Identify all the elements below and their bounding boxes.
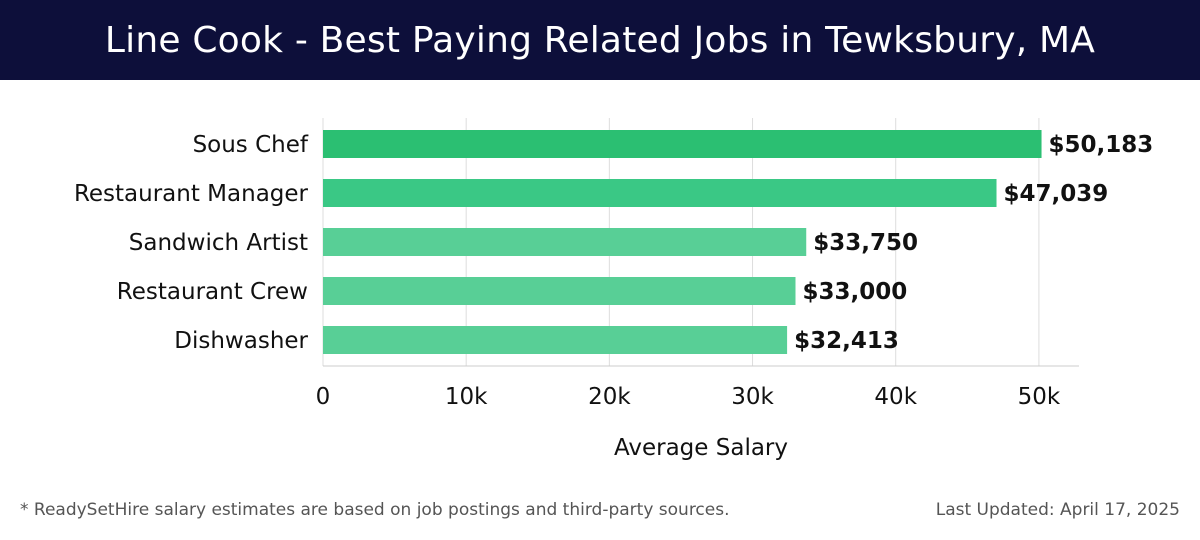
category-label: Sous Chef xyxy=(193,132,309,158)
bar xyxy=(323,277,796,305)
chart-title: Line Cook - Best Paying Related Jobs in … xyxy=(104,19,1096,61)
x-axis-title: Average Salary xyxy=(614,435,788,461)
bar-chart: Sous Chef $50,183 Restaurant Manager $47,03… xyxy=(74,118,1153,461)
category-label: Restaurant Manager xyxy=(74,181,309,207)
last-updated: Last Updated: April 17, 2025 xyxy=(935,500,1180,520)
x-tick-label: 20k xyxy=(588,384,631,410)
footnote: * ReadySetHire salary estimates are base… xyxy=(20,500,730,520)
value-label: $33,000 xyxy=(803,279,908,305)
bar xyxy=(323,326,788,354)
value-label: $47,039 xyxy=(1004,181,1109,207)
x-tick-label: 30k xyxy=(731,384,774,410)
x-tick-label: 40k xyxy=(874,384,917,410)
category-label: Sandwich Artist xyxy=(129,230,308,256)
bar xyxy=(323,228,807,256)
category-label: Restaurant Crew xyxy=(117,279,308,305)
axis-layer: 0 10k 20k 30k 40k 50k xyxy=(316,365,1079,410)
value-label: $50,183 xyxy=(1049,132,1154,158)
category-label: Dishwasher xyxy=(174,328,308,354)
x-tick-label: 50k xyxy=(1018,384,1061,410)
value-label: $32,413 xyxy=(794,328,899,354)
bar-layer xyxy=(323,130,1042,354)
label-layer: Sous Chef $50,183 Restaurant Manager $47,03… xyxy=(74,132,1153,354)
bar xyxy=(323,179,997,207)
x-tick-label: 10k xyxy=(445,384,488,410)
value-label: $33,750 xyxy=(813,230,918,256)
x-tick-label: 0 xyxy=(316,384,331,410)
bar xyxy=(323,130,1042,158)
title-bar: Line Cook - Best Paying Related Jobs in … xyxy=(0,0,1200,80)
